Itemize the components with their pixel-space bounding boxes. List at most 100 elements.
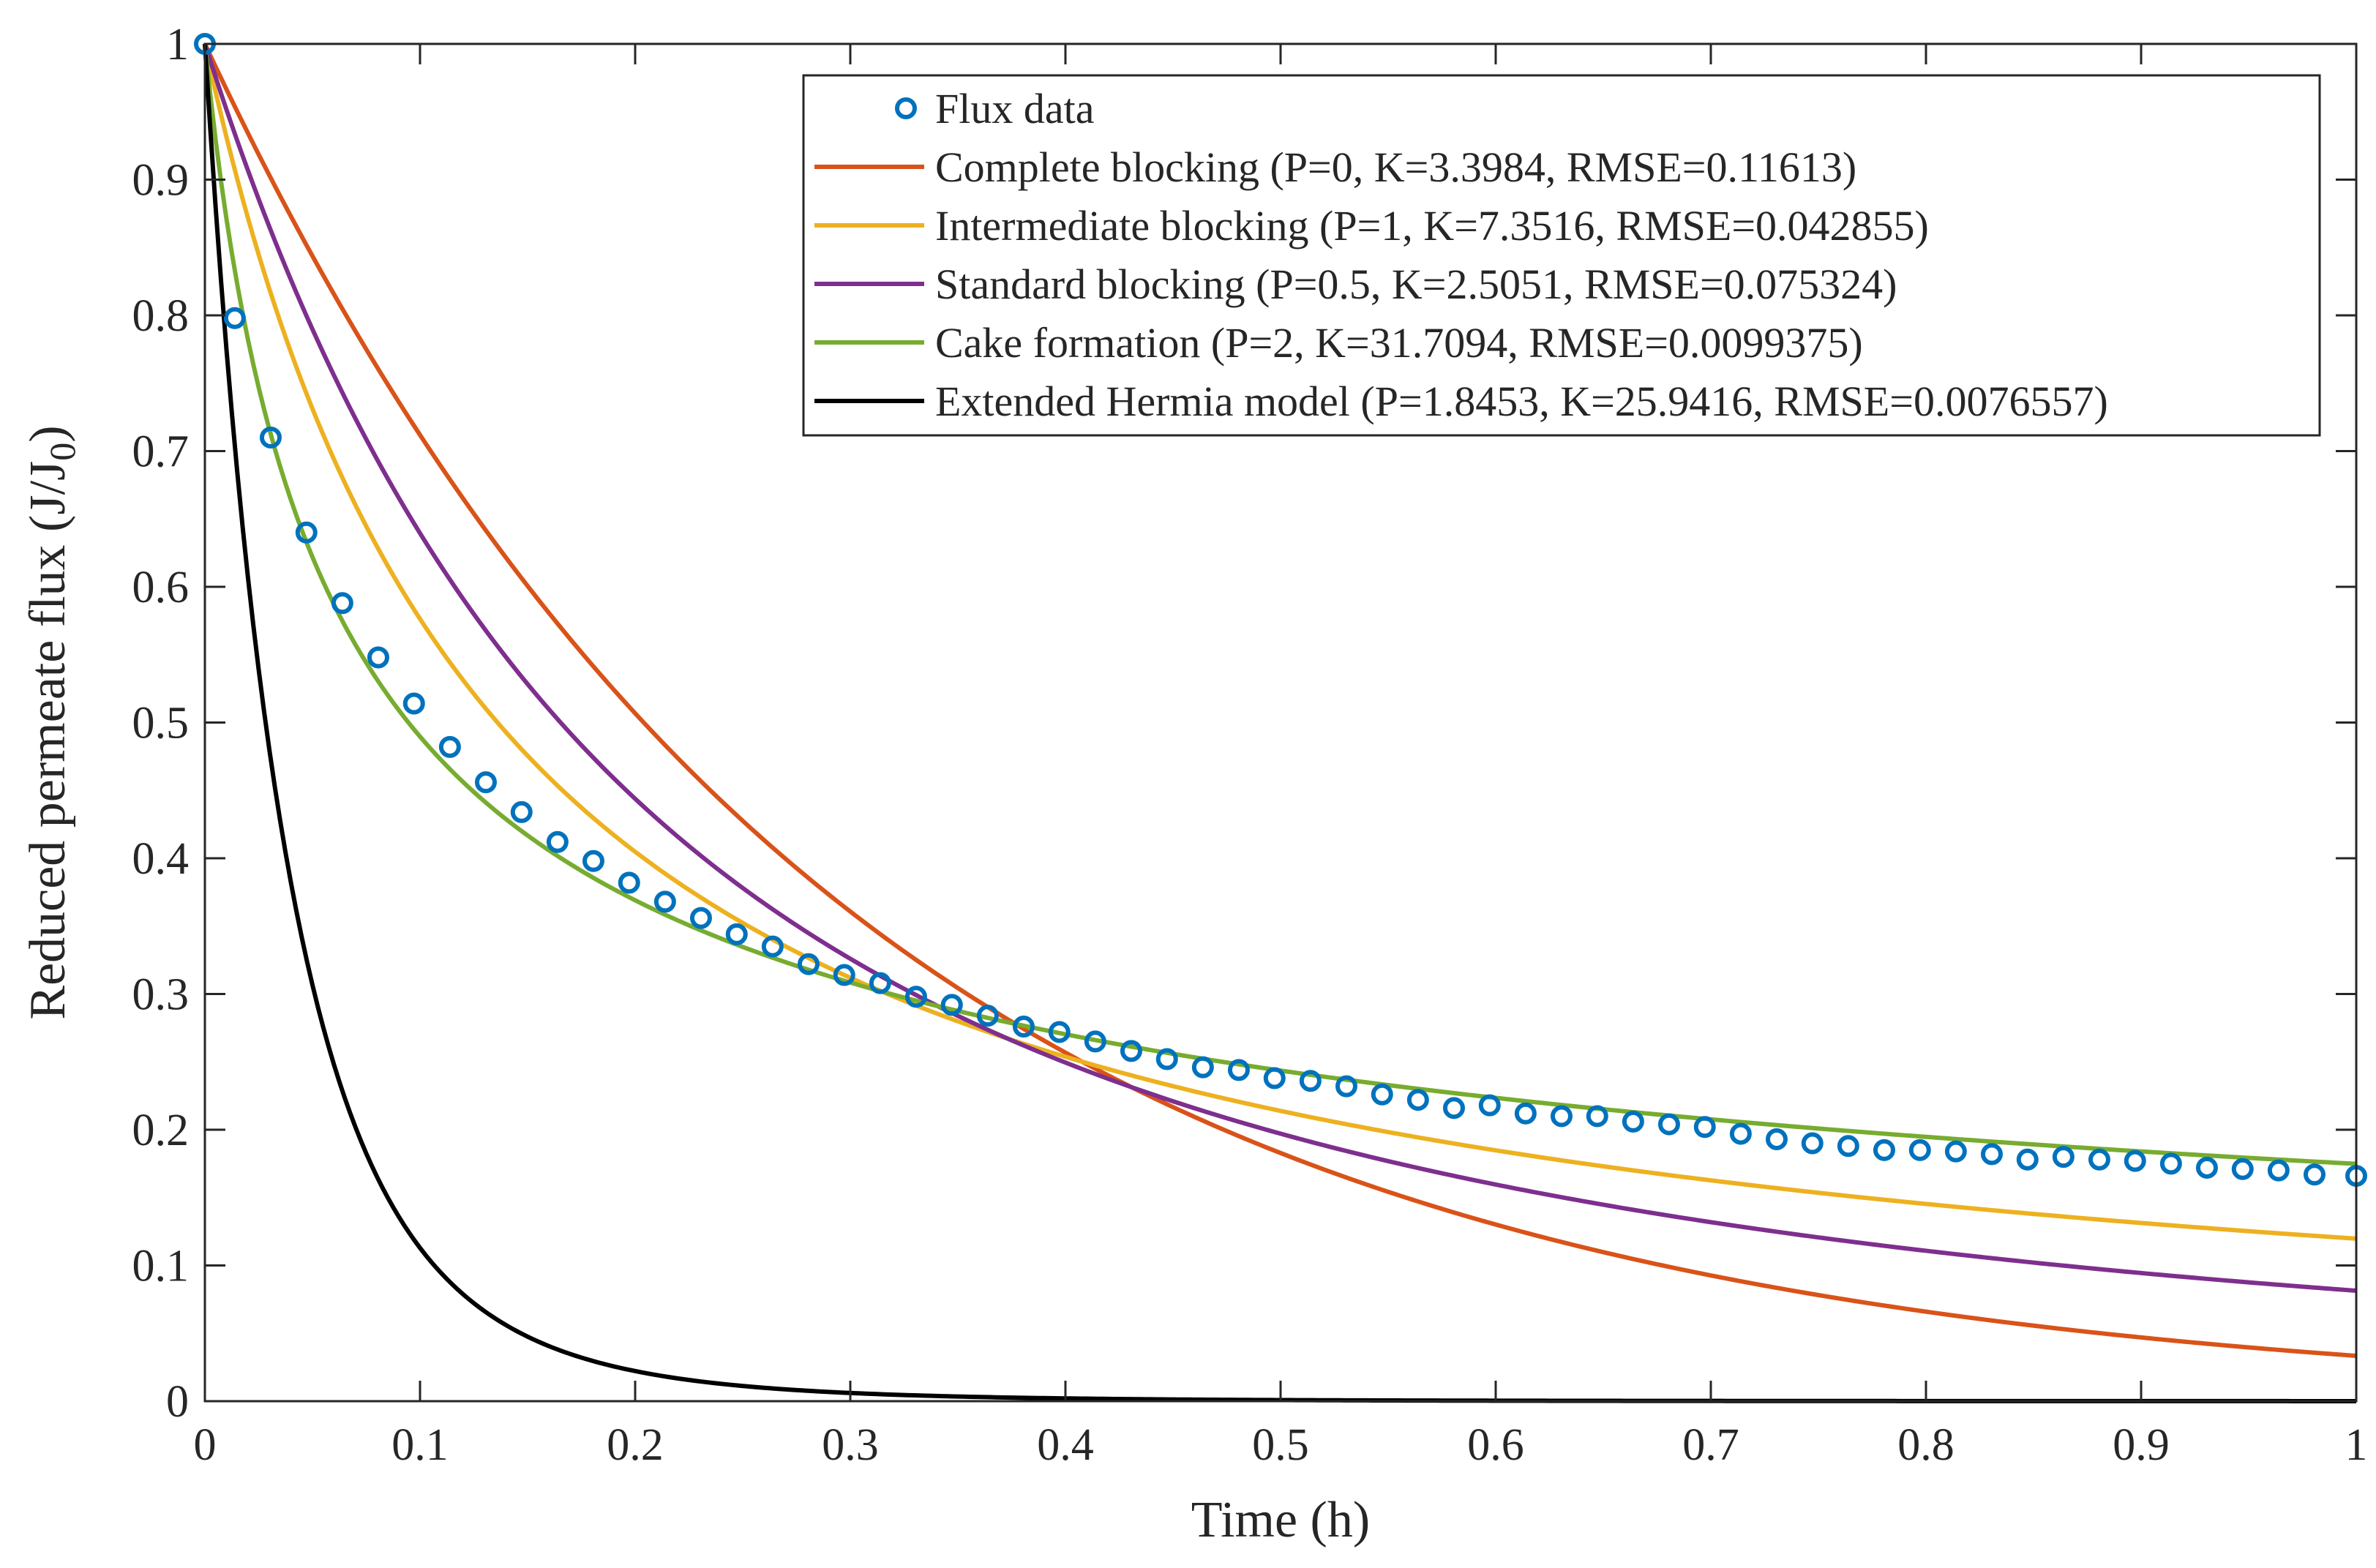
legend-marker-flux-data — [895, 97, 917, 119]
x-tick-label: 1 — [2345, 1420, 2368, 1470]
data-point — [725, 923, 748, 945]
data-point — [1048, 1021, 1071, 1043]
x-tick-label: 0 — [194, 1420, 217, 1470]
flux-data-markers — [194, 33, 2367, 1188]
data-point — [1227, 1059, 1250, 1081]
data-point — [761, 935, 784, 958]
legend-box — [802, 74, 2321, 437]
x-tick-label: 0.8 — [1897, 1420, 1955, 1470]
data-point — [2088, 1148, 2110, 1171]
y-tick-label: 0.6 — [132, 563, 190, 612]
data-point — [618, 871, 640, 894]
x-tick-label: 0.5 — [1252, 1420, 1309, 1470]
y-axis-label-end: ) — [20, 425, 76, 442]
data-point — [1371, 1083, 1393, 1106]
data-point — [1729, 1122, 1752, 1145]
data-point — [1191, 1056, 1214, 1079]
legend-label-5: Extended Hermia model (P=1.8453, K=25.94… — [935, 378, 2108, 425]
data-point — [1335, 1075, 1357, 1098]
x-axis-label: Time (h) — [1191, 1492, 1370, 1548]
y-tick-label: 0 — [166, 1377, 189, 1427]
data-point — [689, 907, 712, 929]
x-tick-label: 0.9 — [2113, 1420, 2170, 1470]
data-point — [1908, 1139, 1931, 1161]
data-point — [402, 692, 425, 715]
data-point — [438, 735, 461, 758]
data-point — [1550, 1105, 1573, 1128]
data-point — [1478, 1094, 1501, 1117]
legend-label-3: Standard blocking (P=0.5, K=2.5051, RMSE… — [935, 260, 1897, 308]
x-tick-label: 0.1 — [391, 1420, 449, 1470]
x-tick-label: 0.6 — [1467, 1420, 1524, 1470]
y-tick-label: 0.8 — [132, 291, 190, 341]
y-tick-label: 0.2 — [132, 1106, 190, 1155]
data-point — [2052, 1146, 2075, 1169]
data-point — [2195, 1156, 2218, 1179]
data-point — [904, 986, 927, 1008]
data-point — [1155, 1048, 1178, 1070]
data-point — [940, 994, 963, 1016]
data-point — [2231, 1158, 2254, 1180]
data-point — [223, 307, 246, 329]
x-tick-label: 0.4 — [1037, 1420, 1094, 1470]
data-point — [1012, 1016, 1035, 1038]
data-point — [976, 1005, 999, 1027]
data-point — [510, 800, 533, 823]
data-point — [331, 592, 353, 615]
series-line-1 — [203, 42, 2357, 1358]
data-point — [653, 890, 676, 913]
data-point — [1657, 1113, 1680, 1136]
x-tick-label: 0.3 — [822, 1420, 879, 1470]
data-point — [797, 953, 820, 975]
x-tick-label: 0.2 — [607, 1420, 664, 1470]
legend-label-1: Complete blocking (P=0, K=3.3984, RMSE=0… — [935, 143, 1856, 191]
axis-ticks: 0 0.1 0.2 0.3 0.4 0.5 0.6 0.7 0.8 0.9 1 0 0.1 0.2 0.3 0… — [132, 20, 2368, 1470]
legend: Flux data Complete blocking (P=0, K=3.398… — [802, 74, 2321, 437]
data-point — [2016, 1148, 2039, 1171]
y-axis-label-subscript: 0 — [42, 443, 83, 461]
x-tick-label: 0.7 — [1682, 1420, 1739, 1470]
legend-label-flux-data: Flux data — [935, 85, 1094, 132]
data-point — [367, 646, 389, 669]
data-point — [2124, 1149, 2146, 1172]
data-point — [1514, 1102, 1537, 1125]
data-point — [582, 849, 604, 872]
y-tick-label: 0.4 — [132, 834, 190, 884]
y-tick-label: 0.1 — [132, 1242, 190, 1291]
data-point — [1406, 1089, 1429, 1111]
data-point — [1442, 1097, 1465, 1119]
data-point — [1837, 1135, 1859, 1158]
data-point — [1873, 1139, 1895, 1161]
y-axis-label: Reduced permeate flux (J/J0) — [20, 425, 83, 1019]
y-tick-label: 1 — [166, 20, 189, 70]
legend-label-4: Cake formation (P=2, K=31.7094, RMSE=0.0… — [935, 319, 1863, 367]
data-point — [546, 830, 569, 853]
data-point — [2159, 1152, 2182, 1175]
data-point — [2303, 1163, 2326, 1186]
data-point — [2267, 1159, 2290, 1182]
data-point — [474, 771, 497, 794]
data-point — [869, 972, 891, 994]
data-point — [1084, 1030, 1106, 1053]
y-axis-label-main: Reduced permeate flux (J/J — [20, 461, 76, 1020]
data-point — [1263, 1067, 1286, 1089]
data-point — [1586, 1105, 1608, 1128]
data-point — [1801, 1132, 1824, 1155]
data-point — [259, 426, 282, 449]
data-point — [1765, 1128, 1788, 1150]
data-point — [1622, 1110, 1644, 1133]
data-point — [1120, 1040, 1142, 1062]
y-tick-label: 0.5 — [132, 699, 190, 749]
data-point — [1944, 1140, 1967, 1163]
data-point — [1299, 1070, 1322, 1092]
series-line-2 — [203, 43, 2357, 1241]
y-tick-label: 0.3 — [132, 970, 190, 1020]
series-line-3 — [203, 43, 2357, 1294]
y-tick-label: 0.9 — [132, 156, 190, 206]
data-point — [1980, 1143, 2003, 1166]
data-point — [295, 521, 318, 544]
legend-label-2: Intermediate blocking (P=1, K=7.3516, RM… — [935, 202, 1929, 250]
y-tick-label: 0.7 — [132, 427, 190, 477]
data-point — [1693, 1116, 1716, 1139]
